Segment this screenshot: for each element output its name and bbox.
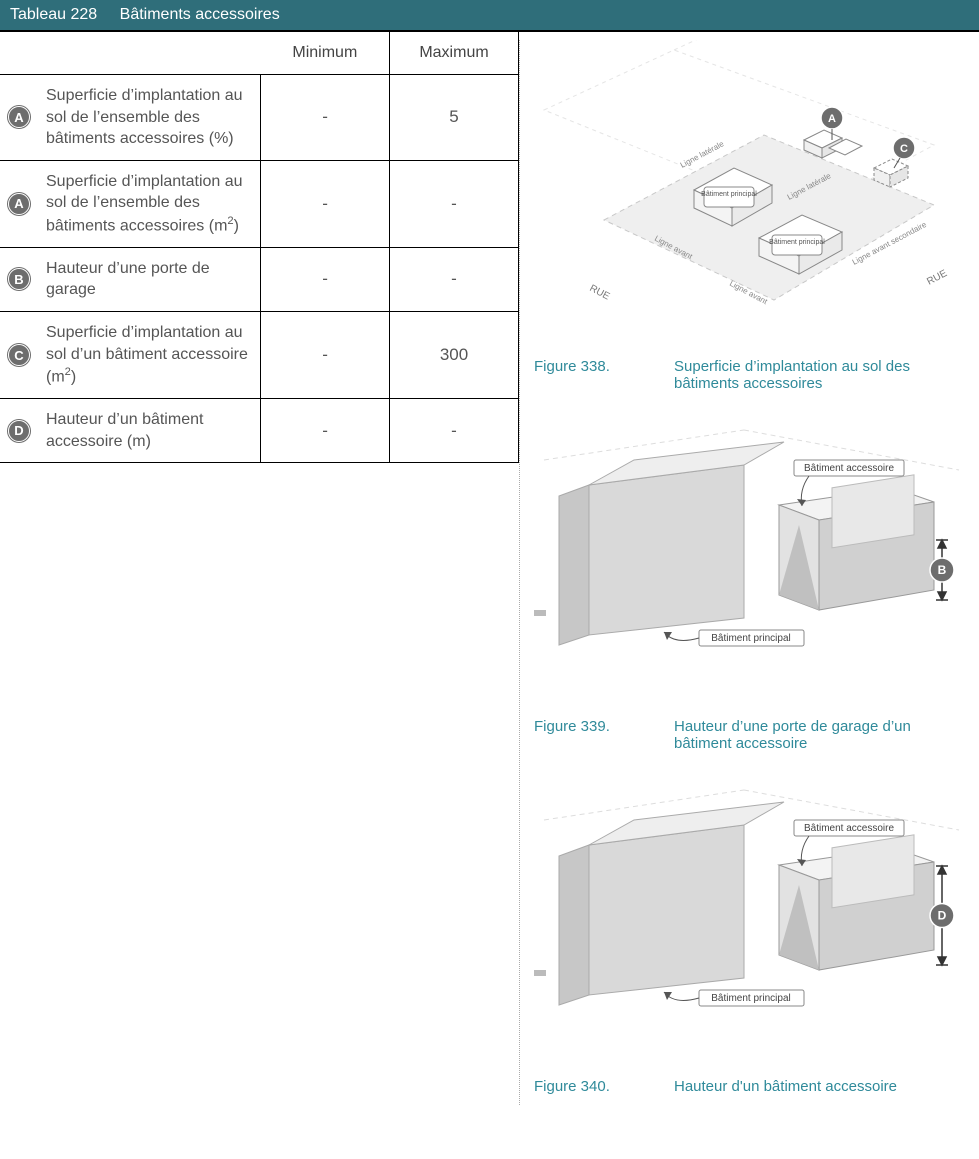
- row-min: -: [261, 75, 390, 161]
- svg-text:C: C: [900, 143, 908, 155]
- table-number: Tableau 228: [10, 6, 97, 23]
- row-max: -: [390, 399, 519, 463]
- row-min: -: [261, 247, 390, 311]
- table-row: ASuperficie d’implantation au sol de l’e…: [0, 160, 519, 247]
- row-max: -: [390, 160, 519, 247]
- table-row: CSuperficie d’implantation au sol d’un b…: [0, 312, 519, 399]
- row-badge: B: [0, 247, 38, 311]
- table-row: ASuperficie d’implantation au sol de l’e…: [0, 75, 519, 161]
- row-min: -: [261, 312, 390, 399]
- row-label: Superficie d’implantation au sol de l’en…: [38, 75, 261, 161]
- figure-340-caption: Figure 340. Hauteur d'un bâtiment access…: [534, 1078, 965, 1095]
- figure-338-caption: Figure 338. Superficie d’implantation au…: [534, 358, 965, 392]
- figure-339-diagram: Bâtiment accessoire Bâtiment principal B: [534, 410, 965, 710]
- row-badge: C: [0, 312, 38, 399]
- row-badge: A: [0, 75, 38, 161]
- svg-text:Bâtiment accessoire: Bâtiment accessoire: [804, 823, 894, 834]
- row-label: Hauteur d’une porte de garage: [38, 247, 261, 311]
- svg-text:D: D: [938, 909, 947, 923]
- accessory-buildings-table: Minimum Maximum ASuperficie d’implantati…: [0, 32, 519, 463]
- figure-339-caption: Figure 339. Hauteur d’une porte de garag…: [534, 718, 965, 752]
- left-column: Minimum Maximum ASuperficie d’implantati…: [0, 32, 519, 1113]
- table-title: Bâtiments accessoires: [120, 6, 280, 23]
- row-label: Hauteur d’un bâtiment accessoire (m): [38, 399, 261, 463]
- svg-text:RUE: RUE: [925, 268, 949, 288]
- row-min: -: [261, 160, 390, 247]
- svg-text:Bâtiment principal: Bâtiment principal: [711, 993, 790, 1004]
- col-minimum: Minimum: [261, 32, 390, 75]
- col-maximum: Maximum: [390, 32, 519, 75]
- row-max: 300: [390, 312, 519, 399]
- figure-340-diagram: Bâtiment accessoire Bâtiment principal D: [534, 770, 965, 1070]
- row-badge: D: [0, 399, 38, 463]
- figure-338-diagram: Bâtiment principal Bâtiment principal: [534, 40, 965, 350]
- title-bar: Tableau 228 Bâtiments accessoires: [0, 0, 979, 32]
- svg-text:Bâtiment principal: Bâtiment principal: [701, 191, 757, 198]
- row-badge: A: [0, 160, 38, 247]
- svg-text:RUE: RUE: [588, 283, 612, 303]
- row-min: -: [261, 399, 390, 463]
- svg-text:Bâtiment accessoire: Bâtiment accessoire: [804, 463, 894, 474]
- row-label: Superficie d’implantation au sol de l’en…: [38, 160, 261, 247]
- table-row: BHauteur d’une porte de garage--: [0, 247, 519, 311]
- svg-text:Bâtiment principal: Bâtiment principal: [711, 633, 790, 644]
- svg-text:Bâtiment principal: Bâtiment principal: [769, 239, 825, 246]
- table-row: DHauteur d’un bâtiment accessoire (m)--: [0, 399, 519, 463]
- row-label: Superficie d’implantation au sol d’un bâ…: [38, 312, 261, 399]
- svg-text:A: A: [828, 113, 836, 125]
- row-max: -: [390, 247, 519, 311]
- svg-text:B: B: [938, 563, 947, 577]
- right-column: Bâtiment principal Bâtiment principal: [520, 32, 979, 1113]
- row-max: 5: [390, 75, 519, 161]
